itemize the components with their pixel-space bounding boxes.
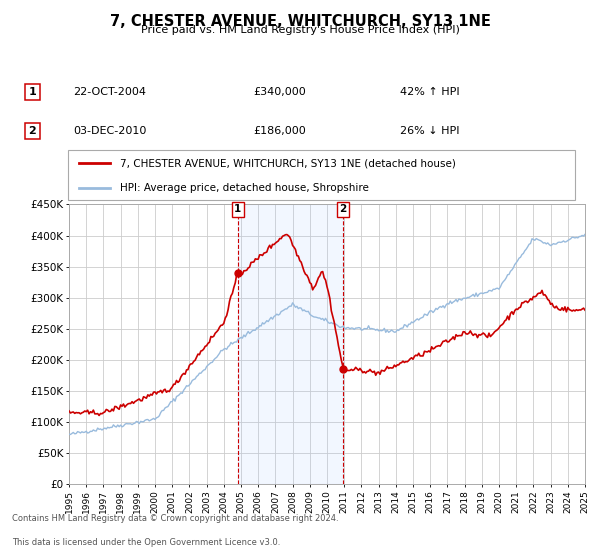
Text: Contains HM Land Registry data © Crown copyright and database right 2024.: Contains HM Land Registry data © Crown c… — [12, 514, 338, 523]
Bar — [238, 204, 343, 484]
Text: 22-OCT-2004: 22-OCT-2004 — [74, 87, 146, 97]
Text: 2: 2 — [339, 204, 346, 214]
Text: 7, CHESTER AVENUE, WHITCHURCH, SY13 1NE (detached house): 7, CHESTER AVENUE, WHITCHURCH, SY13 1NE … — [121, 158, 456, 169]
Text: This data is licensed under the Open Government Licence v3.0.: This data is licensed under the Open Gov… — [12, 538, 280, 547]
Text: £340,000: £340,000 — [253, 87, 306, 97]
Text: 42% ↑ HPI: 42% ↑ HPI — [400, 87, 460, 97]
Text: 1: 1 — [234, 204, 241, 214]
Text: 2: 2 — [29, 126, 37, 136]
FancyBboxPatch shape — [68, 150, 575, 200]
Text: 03-DEC-2010: 03-DEC-2010 — [74, 126, 147, 136]
Text: £186,000: £186,000 — [253, 126, 306, 136]
Text: 26% ↓ HPI: 26% ↓ HPI — [400, 126, 460, 136]
Text: HPI: Average price, detached house, Shropshire: HPI: Average price, detached house, Shro… — [121, 183, 369, 193]
Text: 1: 1 — [29, 87, 37, 97]
Text: Price paid vs. HM Land Registry's House Price Index (HPI): Price paid vs. HM Land Registry's House … — [140, 25, 460, 35]
Text: 7, CHESTER AVENUE, WHITCHURCH, SY13 1NE: 7, CHESTER AVENUE, WHITCHURCH, SY13 1NE — [110, 14, 490, 29]
